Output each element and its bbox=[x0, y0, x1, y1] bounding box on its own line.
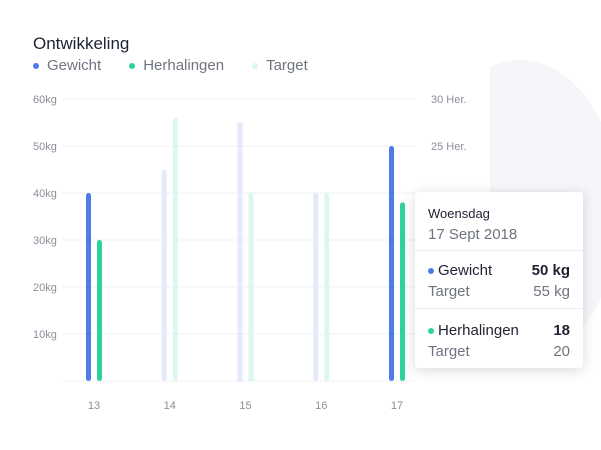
bar-chart: 10kg 20kg 30kg 40kg 50kg 60kg 25 Her. 30 Her. 13… bbox=[33, 94, 466, 412]
y-tick-label: 40kg bbox=[33, 188, 57, 200]
x-tick-label: 16 bbox=[315, 400, 327, 412]
tooltip-gewicht-target-label: Target bbox=[428, 283, 470, 300]
tooltip-series-name: Herhalingen bbox=[428, 322, 519, 339]
tooltip-herhalingen-target-label: Target bbox=[428, 343, 470, 360]
legend-dot-icon bbox=[33, 62, 39, 69]
y2-tick-label: 25 Her. bbox=[431, 141, 466, 153]
tooltip-row-gewicht-target: Target 55 kg bbox=[428, 283, 570, 300]
legend-item-gewicht[interactable]: Gewicht bbox=[33, 57, 101, 74]
bar-target bbox=[248, 193, 254, 381]
bar-herhalingen bbox=[97, 240, 102, 381]
x-tick-label: 17 bbox=[391, 400, 403, 412]
legend-label: Gewicht bbox=[47, 57, 102, 74]
tooltip-day: Woensdag bbox=[428, 206, 490, 221]
gewicht-dot-icon bbox=[428, 267, 434, 274]
bar-target bbox=[237, 122, 243, 381]
y-tick-label: 60kg bbox=[33, 94, 57, 106]
tooltip-divider bbox=[415, 250, 583, 251]
y-tick-label: 30kg bbox=[33, 235, 57, 247]
tooltip-gewicht-target-value: 55 kg bbox=[533, 283, 570, 300]
chart-title: Ontwikkeling bbox=[33, 34, 130, 53]
bar-target bbox=[172, 117, 178, 382]
tooltip-series-name: Gewicht bbox=[428, 262, 492, 279]
chart-legend: Gewicht Herhalingen Target bbox=[33, 57, 308, 74]
bar-gewicht bbox=[389, 146, 394, 381]
tooltip-gewicht-label: Gewicht bbox=[438, 262, 493, 279]
legend-dot-icon bbox=[252, 62, 259, 69]
tooltip-row-herhalingen: Herhalingen 18 bbox=[428, 322, 570, 339]
tooltip-herhalingen-label: Herhalingen bbox=[438, 322, 519, 339]
tooltip-row-gewicht: Gewicht 50 kg bbox=[428, 262, 570, 279]
x-tick-label: 13 bbox=[88, 400, 100, 412]
bar-target bbox=[313, 193, 319, 381]
legend-label: Herhalingen bbox=[143, 57, 225, 74]
x-tick-label: 15 bbox=[239, 400, 251, 412]
bar-herhalingen bbox=[400, 202, 405, 381]
x-tick-label: 14 bbox=[164, 400, 176, 412]
bar-gewicht bbox=[86, 193, 91, 381]
bar-target bbox=[324, 193, 330, 381]
y-tick-label: 20kg bbox=[33, 282, 57, 294]
tooltip-gewicht-value: 50 kg bbox=[531, 262, 570, 279]
y-tick-label: 10kg bbox=[33, 329, 57, 341]
chart-card: Ontwikkeling Gewicht Herhalingen Target … bbox=[33, 34, 467, 412]
y2-tick-label: 30 Her. bbox=[431, 94, 466, 106]
legend-dot-icon bbox=[129, 62, 136, 69]
y-tick-label: 50kg bbox=[33, 141, 57, 153]
tooltip-herhalingen-target-value: 20 bbox=[553, 343, 570, 360]
legend-item-herhalingen[interactable]: Herhalingen bbox=[129, 57, 224, 74]
legend-item-target[interactable]: Target bbox=[252, 57, 308, 74]
legend-label: Target bbox=[266, 57, 308, 74]
tooltip-row-herhalingen-target: Target 20 bbox=[428, 343, 570, 360]
herhalingen-dot-icon bbox=[428, 327, 434, 334]
tooltip-herhalingen-value: 18 bbox=[553, 322, 570, 339]
chart-tooltip: Woensdag 17 Sept 2018 Gewicht 50 kg Targ… bbox=[415, 192, 583, 368]
tooltip-date: 17 Sept 2018 bbox=[428, 226, 518, 243]
tooltip-divider bbox=[415, 308, 583, 309]
bar-target bbox=[161, 169, 167, 381]
